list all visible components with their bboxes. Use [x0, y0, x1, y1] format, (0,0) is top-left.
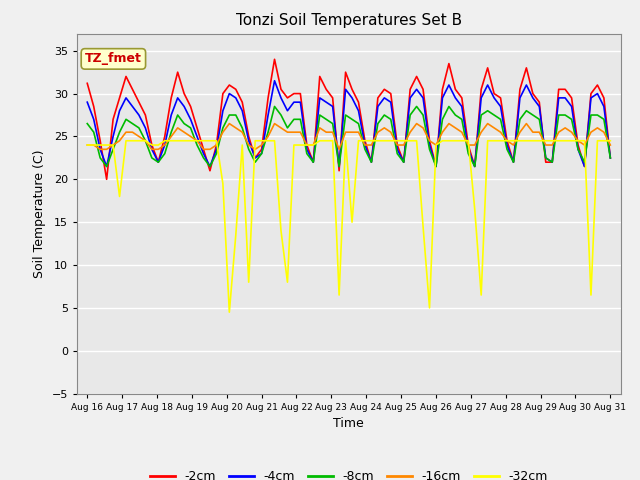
Legend: -2cm, -4cm, -8cm, -16cm, -32cm: -2cm, -4cm, -8cm, -16cm, -32cm	[145, 465, 553, 480]
Y-axis label: Soil Temperature (C): Soil Temperature (C)	[33, 149, 46, 278]
Title: Tonzi Soil Temperatures Set B: Tonzi Soil Temperatures Set B	[236, 13, 462, 28]
X-axis label: Time: Time	[333, 417, 364, 430]
Text: TZ_fmet: TZ_fmet	[85, 52, 142, 65]
